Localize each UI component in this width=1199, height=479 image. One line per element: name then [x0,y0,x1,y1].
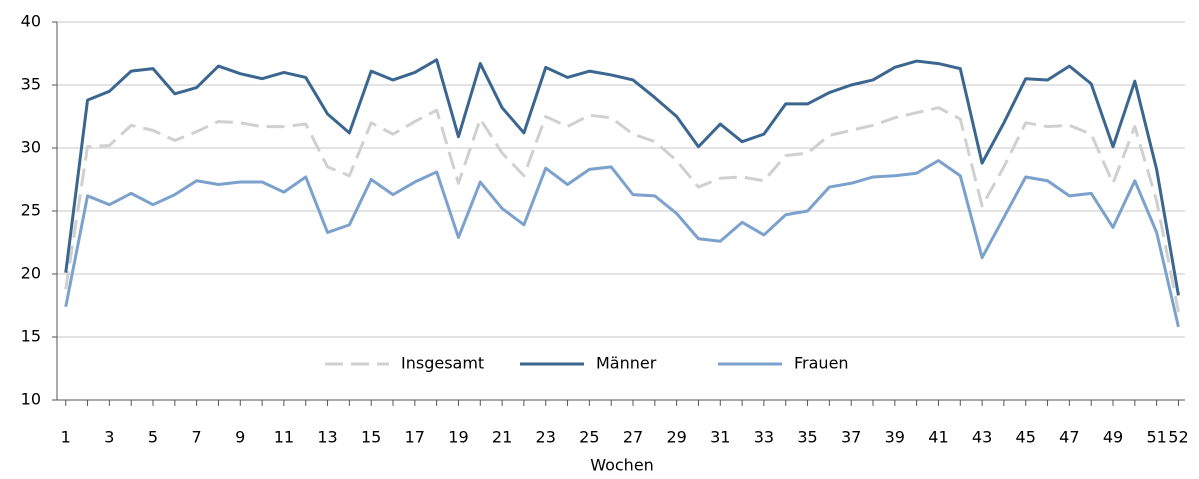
x-tick-label: 19 [448,428,468,447]
x-tick-label: 7 [192,428,202,447]
x-tick-label: 51 [1146,428,1166,447]
x-tick-label: 9 [235,428,245,447]
x-tick-label: 31 [710,428,730,447]
x-tick-label: 39 [885,428,905,447]
y-tick-label: 35 [21,75,41,94]
x-tick-label: 3 [104,428,114,447]
series-line [64,106,1180,313]
x-tick-label: 13 [317,428,337,447]
x-tick-label: 5 [148,428,158,447]
x-tick-label: 15 [361,428,381,447]
x-tick-label: 52 [1168,428,1188,447]
x-axis-label: Wochen [590,456,654,475]
series-line [64,58,1180,296]
x-tick-label: 29 [666,428,686,447]
series-line [64,159,1180,328]
x-tick-label: 17 [405,428,425,447]
x-tick-label: 41 [928,428,948,447]
y-tick-label: 20 [21,264,41,283]
x-tick-label: 49 [1103,428,1123,447]
legend-label: Männer [596,354,657,373]
x-tick-label: 37 [841,428,861,447]
legend-label: Frauen [794,354,849,373]
y-tick-label: 25 [21,201,41,220]
x-tick-label: 35 [797,428,817,447]
x-tick-label: 33 [754,428,774,447]
x-tick-label: 1 [61,428,71,447]
y-tick-label: 15 [21,327,41,346]
x-tick-label: 45 [1016,428,1036,447]
x-tick-label: 23 [536,428,556,447]
y-tick-label: 10 [21,390,41,409]
x-tick-label: 27 [623,428,643,447]
x-tick-label: 43 [972,428,992,447]
y-tick-label: 40 [21,12,41,31]
x-tick-label: 21 [492,428,512,447]
legend-label: Insgesamt [401,354,484,373]
y-tick-label: 30 [21,138,41,157]
x-tick-label: 25 [579,428,599,447]
x-tick-label: 11 [274,428,294,447]
x-tick-label: 47 [1059,428,1079,447]
